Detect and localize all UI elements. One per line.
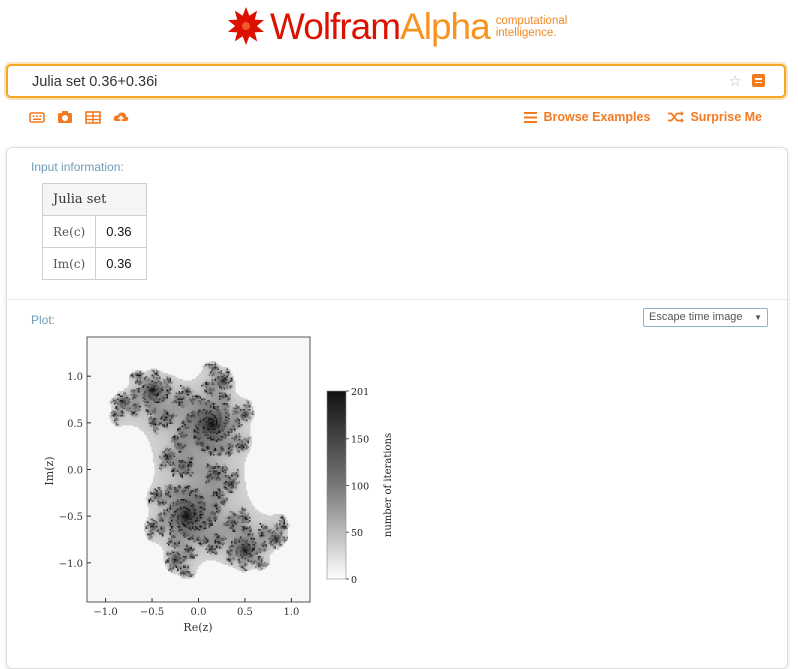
table-icon[interactable] xyxy=(85,110,101,124)
colorbar-label: number of iterations xyxy=(383,433,394,537)
input-mode-toolbar xyxy=(29,110,129,124)
colorbar xyxy=(327,391,346,579)
row-label: Im(c) xyxy=(43,248,96,280)
cloud-upload-icon[interactable] xyxy=(113,110,129,124)
results-card: Input information: Julia set Re(c)0.36 I… xyxy=(6,147,788,669)
x-axis-label: Re(z) xyxy=(183,621,212,634)
x-tick-label: 1.0 xyxy=(283,607,299,618)
y-axis-label: Im(z) xyxy=(43,456,56,485)
x-tick-label: 0.5 xyxy=(237,607,253,618)
table-row: Re(c)0.36 xyxy=(43,216,147,248)
colorbar-tick-label: 201 xyxy=(351,387,369,398)
table-row: Im(c)0.36 xyxy=(43,248,147,280)
colorbar-tick-label: 50 xyxy=(351,528,363,539)
search-input[interactable] xyxy=(30,70,714,94)
brand-name: WolframAlpha xyxy=(270,8,490,45)
toolbar-links: Browse Examples Surprise Me xyxy=(524,110,762,124)
shuffle-icon xyxy=(668,111,684,123)
row-label: Re(c) xyxy=(43,216,96,248)
julia-set-plot: 1.0 0.5 0.0 −0.5 −1.0 −1.0 −0.5 0.0 0.5 1.0 Im(z… xyxy=(37,331,397,641)
plot-type-select[interactable]: Escape time image ▼ xyxy=(643,308,768,327)
y-tick-label: 1.0 xyxy=(67,372,83,383)
y-tick-label: 0.5 xyxy=(67,419,83,430)
y-tick-label: −1.0 xyxy=(59,559,83,570)
plot-pod-title: Plot: xyxy=(31,313,55,327)
y-axis: 1.0 0.5 0.0 −0.5 −1.0 xyxy=(59,372,91,570)
tagline-line-2: intelligence. xyxy=(496,27,568,39)
input-pod-title: Input information: xyxy=(31,160,124,174)
browse-examples-link[interactable]: Browse Examples xyxy=(524,110,650,124)
row-value: 0.36 xyxy=(96,248,147,280)
surprise-me-label: Surprise Me xyxy=(690,110,762,124)
surprise-me-link[interactable]: Surprise Me xyxy=(668,110,762,124)
pod-divider xyxy=(7,299,787,300)
spikey-logo-icon xyxy=(226,6,266,46)
table-header-cell: Julia set xyxy=(43,184,147,216)
row-value: 0.36 xyxy=(96,216,147,248)
y-tick-label: 0.0 xyxy=(67,466,83,477)
browse-examples-label: Browse Examples xyxy=(543,110,650,124)
tagline-line-1: computational xyxy=(496,15,568,27)
x-tick-label: −0.5 xyxy=(140,607,164,618)
brand-word-alpha: Alpha xyxy=(400,6,490,47)
search-box[interactable]: ☆ xyxy=(6,64,786,98)
colorbar-tick-label: 150 xyxy=(351,435,369,446)
x-tick-label: 0.0 xyxy=(191,607,207,618)
compute-button[interactable] xyxy=(752,74,765,87)
colorbar-tick-label: 0 xyxy=(351,575,357,586)
camera-icon[interactable] xyxy=(57,110,73,124)
y-tick-label: −0.5 xyxy=(59,512,83,523)
plot-type-select-value: Escape time image xyxy=(649,311,743,323)
chevron-down-icon: ▼ xyxy=(754,309,762,326)
colorbar-ticks: 201 150 100 50 0 xyxy=(346,387,369,586)
menu-icon xyxy=(524,112,537,123)
colorbar-tick-label: 100 xyxy=(351,481,369,492)
x-tick-label: −1.0 xyxy=(93,607,117,618)
table-header-row: Julia set xyxy=(43,184,147,216)
input-information-table: Julia set Re(c)0.36 Im(c)0.36 xyxy=(42,183,147,280)
keyboard-icon[interactable] xyxy=(29,110,45,124)
brand-word-wolfram: Wolfram xyxy=(270,6,400,47)
star-icon[interactable]: ☆ xyxy=(729,72,742,90)
